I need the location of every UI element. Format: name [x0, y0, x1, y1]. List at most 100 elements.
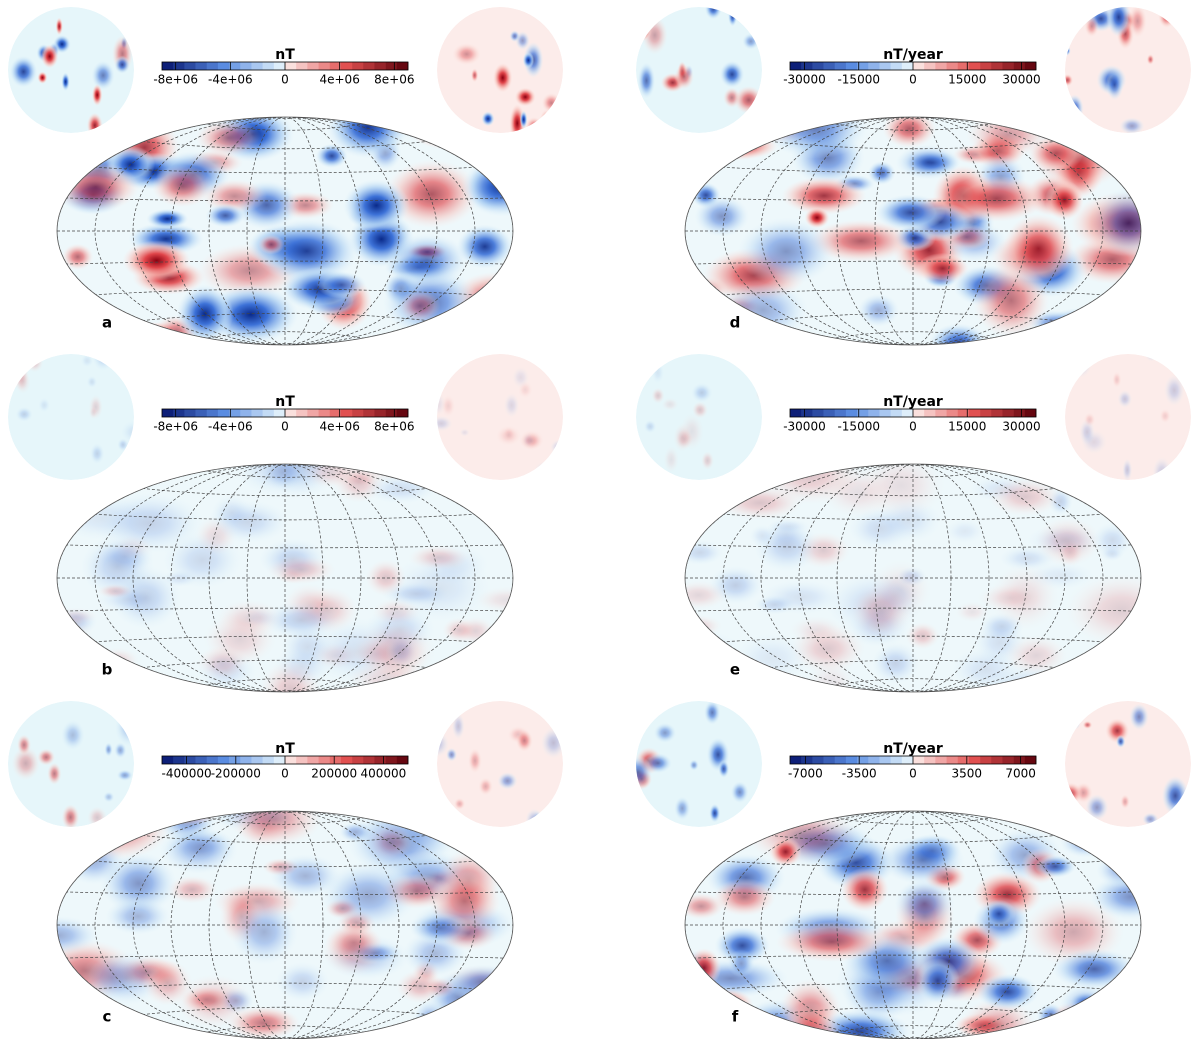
colorbar-step [991, 409, 1002, 417]
parallel [246, 104, 324, 119]
colorbar-step [207, 409, 218, 417]
colorbar-step [274, 62, 285, 70]
colorbar-step [218, 409, 229, 417]
colorbar-step [846, 62, 857, 70]
colorbar-step [274, 756, 285, 764]
colorbar-step [162, 62, 173, 70]
colorbar-step [902, 756, 913, 764]
polar-map [7, 694, 143, 839]
world-map [672, 795, 1172, 1039]
colorbar-tick-label: -4e+06 [208, 73, 253, 87]
colorbar-tick-label: 8e+06 [374, 73, 414, 87]
colorbar-step [274, 409, 285, 417]
colorbar-step [1014, 756, 1025, 764]
colorbar-step [980, 62, 991, 70]
colorbar-tick-label: -7000 [788, 767, 823, 781]
colorbar-step [363, 62, 374, 70]
colorbar-step [341, 62, 352, 70]
colorbar-step [902, 409, 913, 417]
colorbar-step [846, 756, 857, 764]
colorbar-step [868, 409, 879, 417]
colorbar-step [812, 756, 823, 764]
colorbar-tick-label: 0 [281, 73, 289, 87]
colorbar-step [902, 62, 913, 70]
colorbar-tick-label: -30000 [783, 420, 826, 434]
colorbar-step [374, 409, 385, 417]
parallel [246, 451, 324, 466]
colorbar-tick-label: -4e+06 [208, 420, 253, 434]
colorbar-step [374, 756, 385, 764]
colorbar-step [386, 756, 397, 764]
colorbar-step [397, 409, 408, 417]
colorbar-step [891, 62, 902, 70]
colorbar-step [790, 756, 801, 764]
colorbar-step [319, 756, 330, 764]
colorbar-step [790, 62, 801, 70]
polar-map [430, 354, 569, 480]
polar-map [1065, 346, 1196, 487]
colorbar-step [913, 756, 924, 764]
colorbar-step [812, 62, 823, 70]
colorbar-tick-label: 0 [909, 73, 917, 87]
panel: bnT-8e+06-4e+0604e+068e+06 [8, 340, 569, 720]
colorbar-step [969, 756, 980, 764]
colorbar-step [1025, 756, 1036, 764]
polar-map [1059, 686, 1201, 827]
parallel [874, 104, 952, 119]
colorbar-tick-label: -400000 [162, 767, 212, 781]
colorbar-step [935, 756, 946, 764]
colorbar-step [285, 756, 296, 764]
colorbar-tick-label: 15000 [948, 73, 986, 87]
colorbar-step [229, 409, 240, 417]
polar-map [8, 340, 147, 480]
polar-map [425, 701, 566, 832]
colorbar-step [319, 409, 330, 417]
colorbar-step [879, 409, 890, 417]
colorbar-tick-label: 15000 [948, 420, 986, 434]
colorbar-step [263, 409, 274, 417]
colorbar-step [173, 409, 184, 417]
parallel [874, 343, 952, 358]
colorbar-step [307, 409, 318, 417]
colorbar-step [173, 756, 184, 764]
colorbar-step [397, 756, 408, 764]
colorbar-step [868, 756, 879, 764]
colorbar-step [229, 756, 240, 764]
colorbar-step [824, 756, 835, 764]
colorbar-title: nT/year [883, 741, 943, 757]
colorbar-step [352, 756, 363, 764]
colorbar-step [1025, 62, 1036, 70]
colorbar-step [363, 756, 374, 764]
colorbar-step [196, 756, 207, 764]
polar-map [623, 698, 762, 827]
colorbar-step [1014, 62, 1025, 70]
colorbar-tick-label: 0 [909, 420, 917, 434]
colorbar-step [386, 409, 397, 417]
colorbar-tick-label: -15000 [837, 420, 880, 434]
colorbar-step [296, 62, 307, 70]
colorbar-step [835, 409, 846, 417]
colorbar-step [251, 62, 262, 70]
colorbar-title: nT/year [883, 394, 943, 410]
colorbar-step [341, 409, 352, 417]
colorbar-step [835, 756, 846, 764]
colorbar-tick-label: -8e+06 [153, 420, 198, 434]
colorbar-step [935, 62, 946, 70]
colorbar-step [913, 409, 924, 417]
parallel [874, 690, 952, 705]
colorbar-step [947, 409, 958, 417]
panel-label: f [732, 1008, 739, 1026]
panel: fnT/year-7000-3500035007000 [623, 686, 1201, 1039]
colorbar-step [824, 409, 835, 417]
colorbar-tick-label: -30000 [783, 73, 826, 87]
world-map [641, 96, 1184, 364]
colorbar-step [801, 409, 812, 417]
panel-label: a [102, 314, 112, 332]
parallel [246, 690, 324, 705]
colorbar-tick-label: 0 [909, 767, 917, 781]
colorbar-step [263, 756, 274, 764]
colorbar-step [835, 62, 846, 70]
